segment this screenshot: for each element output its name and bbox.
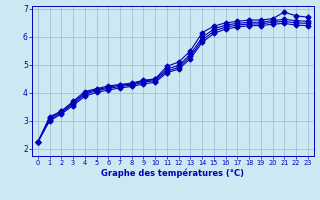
X-axis label: Graphe des températures (°C): Graphe des températures (°C) [101, 169, 244, 178]
